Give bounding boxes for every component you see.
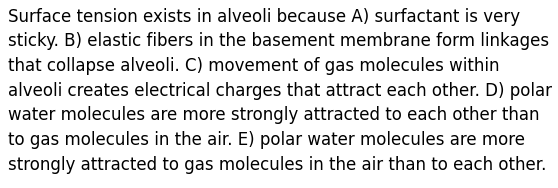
Text: Surface tension exists in alveoli because A) surfactant is very
sticky. B) elast: Surface tension exists in alveoli becaus… [8, 8, 552, 174]
